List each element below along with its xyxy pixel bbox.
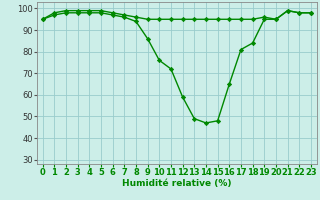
X-axis label: Humidité relative (%): Humidité relative (%) <box>122 179 232 188</box>
